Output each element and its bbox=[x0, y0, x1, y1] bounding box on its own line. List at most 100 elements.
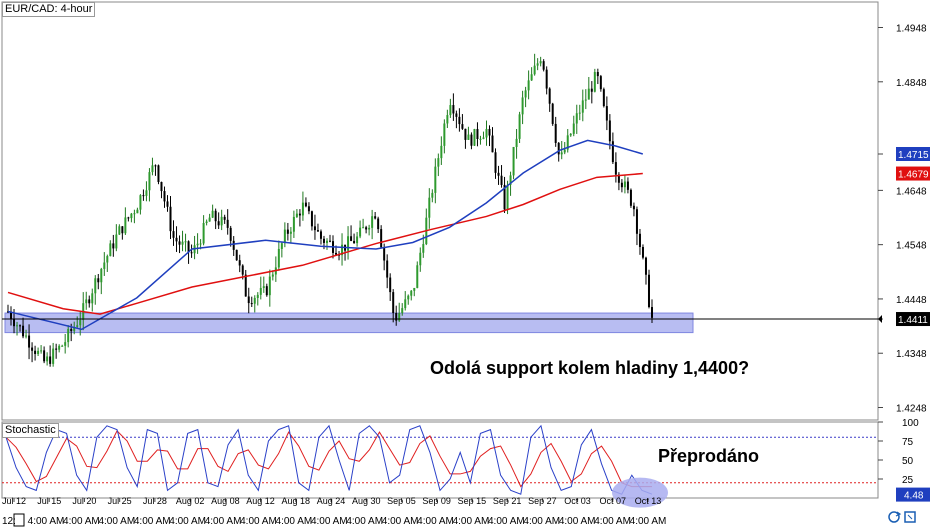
candle-body bbox=[277, 248, 280, 268]
x-tick-label: Aug 02 bbox=[176, 496, 205, 506]
candle-body bbox=[151, 165, 154, 173]
candle-body bbox=[482, 137, 485, 139]
candle-body bbox=[265, 286, 268, 296]
candle-body bbox=[587, 88, 590, 100]
candle-body bbox=[440, 145, 443, 159]
candle-body bbox=[52, 348, 55, 364]
candle-body bbox=[614, 162, 617, 175]
candle-body bbox=[575, 113, 578, 124]
candle-body bbox=[34, 350, 37, 354]
candle-body bbox=[70, 328, 73, 332]
x-time-label: 4:00 AM bbox=[205, 516, 242, 527]
candle-body bbox=[632, 205, 635, 210]
x-time-label: 4:00 AM bbox=[523, 516, 560, 527]
candle-body bbox=[479, 138, 482, 140]
candle-body bbox=[518, 114, 521, 139]
candle-body bbox=[638, 233, 641, 247]
x-tick-label: Jul 15 bbox=[37, 496, 61, 506]
candle-body bbox=[434, 166, 437, 193]
candle-body bbox=[268, 276, 271, 296]
candle-body bbox=[413, 287, 416, 291]
candle-body bbox=[49, 356, 52, 364]
price-tick-label: 1.4548 bbox=[896, 241, 927, 252]
candle-body bbox=[464, 128, 467, 140]
price-tick-label: 1.4848 bbox=[896, 78, 927, 89]
candle-body bbox=[37, 350, 40, 354]
x-time-label: 4:00 AM bbox=[169, 516, 206, 527]
candle-body bbox=[253, 297, 256, 304]
price-tick-label: 1.4648 bbox=[896, 186, 927, 197]
candle-body bbox=[154, 165, 157, 167]
candle-body bbox=[40, 350, 43, 352]
candle-body bbox=[46, 356, 49, 362]
candle-body bbox=[325, 240, 328, 243]
chart-title: EUR/CAD: 4-hour bbox=[2, 2, 96, 17]
candle-body bbox=[563, 149, 566, 153]
stoch-current-label: 4.48 bbox=[904, 491, 924, 502]
x-time-label: 4:00 AM bbox=[417, 516, 454, 527]
candle-body bbox=[644, 257, 647, 275]
candle-body bbox=[124, 217, 127, 234]
x-time-label: 4:00 AM bbox=[276, 516, 313, 527]
x-tick-label: Sep 09 bbox=[422, 496, 451, 506]
candle-body bbox=[365, 227, 368, 230]
candle-body bbox=[356, 236, 359, 244]
stochastic-label: Stochastic bbox=[2, 423, 59, 438]
candle-body bbox=[392, 292, 395, 314]
candle-body bbox=[605, 106, 608, 121]
candle-body bbox=[651, 307, 653, 318]
candle-body bbox=[76, 325, 79, 327]
candle-body bbox=[509, 175, 512, 185]
candle-body bbox=[130, 213, 133, 219]
candle-body bbox=[341, 244, 344, 256]
candle-body bbox=[437, 158, 440, 167]
candle-body bbox=[190, 252, 193, 254]
candle-body bbox=[557, 142, 560, 155]
candle-body bbox=[422, 244, 425, 253]
candle-body bbox=[497, 172, 500, 176]
candle-body bbox=[635, 209, 638, 234]
candle-body bbox=[28, 335, 31, 348]
candle-body bbox=[560, 152, 563, 155]
x-tick-label: Aug 12 bbox=[246, 496, 275, 506]
candle-body bbox=[145, 190, 148, 196]
candle-body bbox=[590, 88, 593, 92]
candle-body bbox=[383, 247, 386, 261]
candle-body bbox=[196, 243, 199, 246]
candle-body bbox=[608, 120, 611, 142]
candle-body bbox=[16, 325, 19, 327]
candle-body bbox=[551, 103, 554, 124]
x-time-label: 4:00 AM bbox=[453, 516, 490, 527]
x-time-label: 4:00 AM bbox=[134, 516, 171, 527]
x-tick-label: Jul 12 bbox=[2, 496, 26, 506]
candle-body bbox=[380, 229, 383, 248]
price-tag-bg bbox=[896, 312, 930, 327]
candle-body bbox=[169, 206, 172, 232]
candle-body bbox=[335, 252, 338, 255]
candle-body bbox=[470, 134, 473, 146]
stoch-current-tag bbox=[896, 487, 930, 502]
candle-body bbox=[500, 175, 503, 185]
candle-body bbox=[178, 241, 181, 245]
candle-body bbox=[43, 350, 46, 362]
candle-body bbox=[259, 287, 262, 295]
candle-body bbox=[404, 299, 407, 309]
candle-body bbox=[527, 80, 530, 91]
x-tick-label: Sep 21 bbox=[493, 496, 522, 506]
candle-body bbox=[419, 252, 422, 266]
candle-body bbox=[208, 217, 211, 222]
candle-body bbox=[554, 123, 557, 143]
candle-body bbox=[368, 227, 371, 230]
candle-body bbox=[629, 189, 632, 206]
x-time-label: 4:00 AM bbox=[311, 516, 348, 527]
candle-body bbox=[19, 325, 22, 327]
candle-body bbox=[599, 76, 602, 90]
x-tick-label: Jul 28 bbox=[143, 496, 167, 506]
candle-body bbox=[289, 231, 292, 234]
stoch-k-line bbox=[5, 424, 653, 495]
candle-body bbox=[542, 61, 545, 70]
candle-body bbox=[347, 236, 350, 251]
x-time-label: 4:00 AM bbox=[28, 516, 65, 527]
candle-body bbox=[271, 274, 274, 277]
current-price-arrow bbox=[878, 315, 882, 324]
